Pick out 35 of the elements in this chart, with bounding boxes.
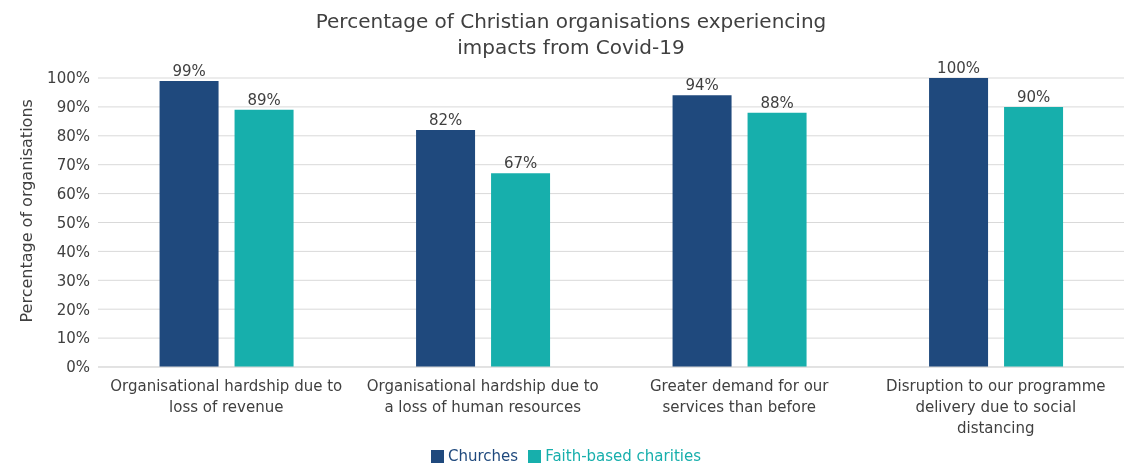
y-tick-label: 20% — [56, 300, 90, 319]
y-tick-label: 80% — [56, 127, 90, 146]
data-label: 89% — [247, 90, 281, 109]
bar — [416, 130, 476, 367]
x-tick-label: Organisational hardship due to loss of revenue — [110, 377, 343, 416]
y-tick-label: 40% — [56, 242, 90, 261]
y-tick-label: 100% — [47, 69, 90, 88]
y-tick-label: 0% — [66, 358, 90, 377]
y-tick-label: 60% — [56, 184, 90, 203]
bar — [1004, 106, 1064, 367]
x-tick-label: Organisational hardship due to a loss of human resources — [366, 377, 599, 416]
x-tick-label: Disruption to our programme delivery due to social distancing — [885, 377, 1106, 437]
y-tick-label: 30% — [56, 271, 90, 290]
bar — [491, 173, 551, 367]
y-axis-title: Percentage of organisations — [16, 99, 36, 323]
data-label: 67% — [503, 154, 538, 173]
y-tick-label: 10% — [56, 329, 90, 348]
y-tick-label: 70% — [56, 156, 90, 175]
bar — [747, 112, 807, 367]
data-label: 100% — [937, 59, 981, 77]
data-label: 99% — [172, 61, 206, 80]
y-tick-label: 90% — [56, 98, 90, 117]
data-label: 94% — [685, 76, 719, 95]
data-label: 90% — [1016, 87, 1051, 106]
x-tick-label: Greater demand for our services than before — [649, 377, 830, 416]
legend-label: Churches — [448, 447, 519, 465]
data-label: 82% — [428, 111, 463, 130]
y-tick-label: 50% — [56, 213, 90, 232]
data-label: 88% — [760, 93, 794, 112]
chart-title: Percentage of Christian organisations experiencing impacts from Covid-19 — [314, 8, 828, 60]
bar — [672, 95, 732, 367]
legend-label: Faith-based charities — [545, 447, 701, 465]
bar — [234, 109, 294, 367]
bar — [159, 80, 219, 367]
bar — [929, 78, 989, 367]
